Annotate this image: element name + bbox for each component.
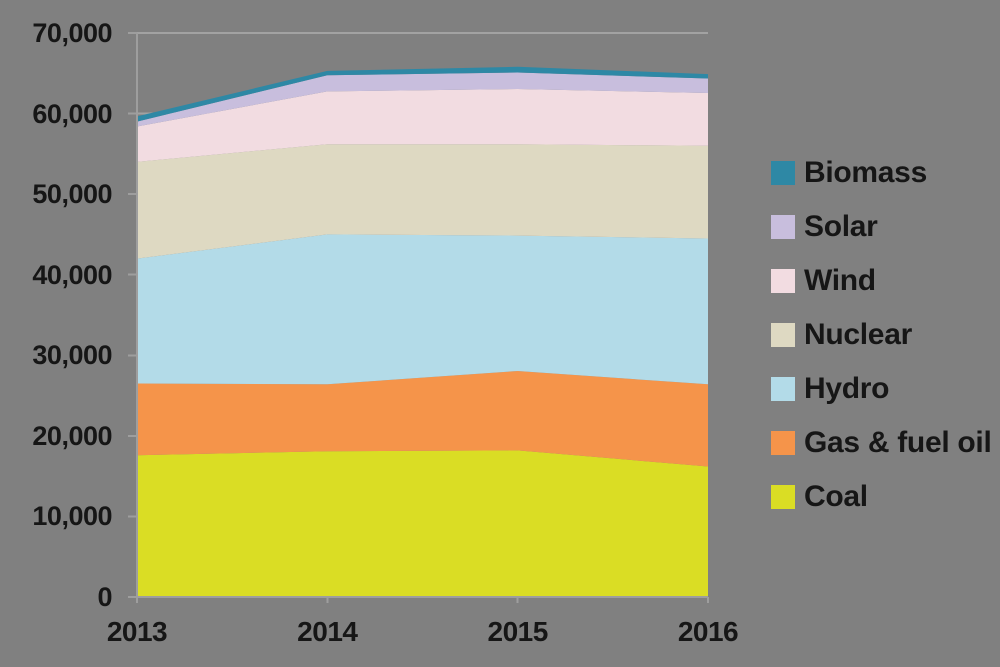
y-tick-label: 10,000: [32, 501, 112, 532]
x-tick-label: 2015: [487, 616, 549, 647]
area-biomass[interactable]: [137, 66, 708, 122]
y-tick-label: 0: [97, 582, 112, 612]
legend-label: Biomass: [804, 156, 927, 189]
legend-item-biomass[interactable]: Biomass: [771, 158, 927, 188]
area-coal[interactable]: [137, 450, 708, 597]
legend-item-coal[interactable]: Coal: [771, 482, 868, 512]
x-tick-label: 2013: [106, 616, 168, 647]
y-tick-label: 20,000: [32, 420, 112, 451]
legend-swatch: [771, 377, 795, 401]
y-tick-label: 30,000: [32, 340, 112, 371]
legend-swatch: [771, 431, 795, 455]
legend-swatch: [771, 485, 795, 509]
area-nuclear[interactable]: [137, 144, 708, 259]
legend-label: Nuclear: [804, 318, 912, 351]
legend-item-hydro[interactable]: Hydro: [771, 374, 889, 404]
legend-item-nuclear[interactable]: Nuclear: [771, 320, 912, 350]
legend-label: Gas & fuel oil: [804, 426, 992, 459]
area-gas-fuel-oil[interactable]: [137, 371, 708, 467]
y-tick-label: 50,000: [32, 179, 112, 210]
legend-label: Solar: [804, 210, 878, 243]
area-solar[interactable]: [137, 72, 708, 127]
legend-item-gas-fuel-oil[interactable]: Gas & fuel oil: [771, 428, 992, 458]
y-tick-label: 70,000: [32, 18, 112, 48]
area-hydro[interactable]: [137, 234, 708, 385]
x-tick-label: 2014: [297, 616, 358, 647]
x-tick-label: 2016: [677, 616, 739, 647]
y-tick-label: 60,000: [32, 98, 112, 129]
y-tick-label: 40,000: [32, 259, 112, 290]
area-wind[interactable]: [137, 89, 708, 162]
legend-swatch: [771, 215, 795, 239]
legend-swatch: [771, 269, 795, 293]
legend-item-wind[interactable]: Wind: [771, 266, 876, 296]
legend-label: Hydro: [804, 372, 890, 405]
legend-label: Wind: [804, 264, 876, 297]
legend-item-solar[interactable]: Solar: [771, 212, 878, 242]
legend-swatch: [771, 323, 795, 347]
legend-label: Coal: [804, 480, 868, 513]
legend-swatch: [771, 161, 795, 185]
